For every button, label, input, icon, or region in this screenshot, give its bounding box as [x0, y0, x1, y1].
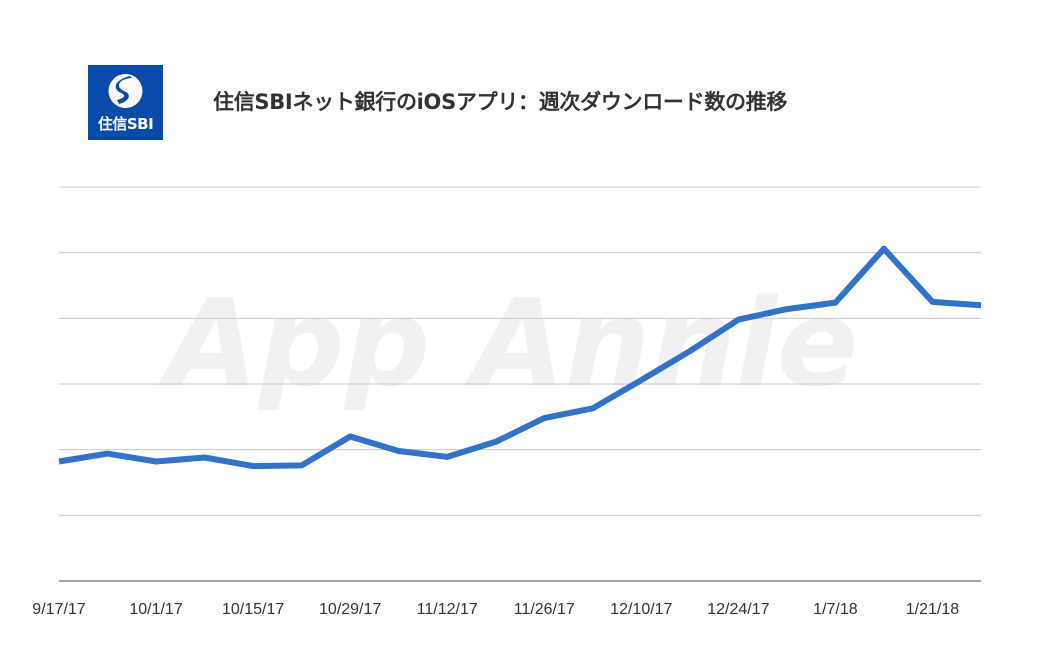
x-axis-tick-labels: 9/17/17 10/1/17 10/15/17 10/29/17 11/12/17 11…	[32, 601, 959, 618]
x-tick-label: 10/29/17	[319, 601, 381, 618]
grid-lines	[59, 186, 981, 582]
x-tick-label: 11/12/17	[417, 601, 478, 618]
x-tick-label: 12/10/17	[610, 601, 672, 618]
sbi-emblem-icon	[108, 74, 143, 108]
x-tick-label: 1/21/18	[906, 601, 959, 618]
brand-logo: 住信SBI	[88, 65, 163, 140]
logo-text: 住信SBI	[97, 115, 154, 133]
x-tick-label: 1/7/18	[813, 601, 858, 618]
x-tick-label: 10/1/17	[129, 601, 182, 618]
chart-title: 住信SBIネット銀行のiOSアプリ：週次ダウンロード数の推移	[213, 90, 788, 114]
series-line	[58, 245, 982, 470]
series-group	[58, 245, 982, 470]
x-tick-label: 9/17/17	[32, 601, 85, 618]
x-tick-label: 11/26/17	[514, 601, 575, 618]
x-tick-label: 12/24/17	[707, 601, 769, 618]
x-tick-label: 10/15/17	[222, 601, 284, 618]
watermark: App Annie	[158, 275, 859, 414]
